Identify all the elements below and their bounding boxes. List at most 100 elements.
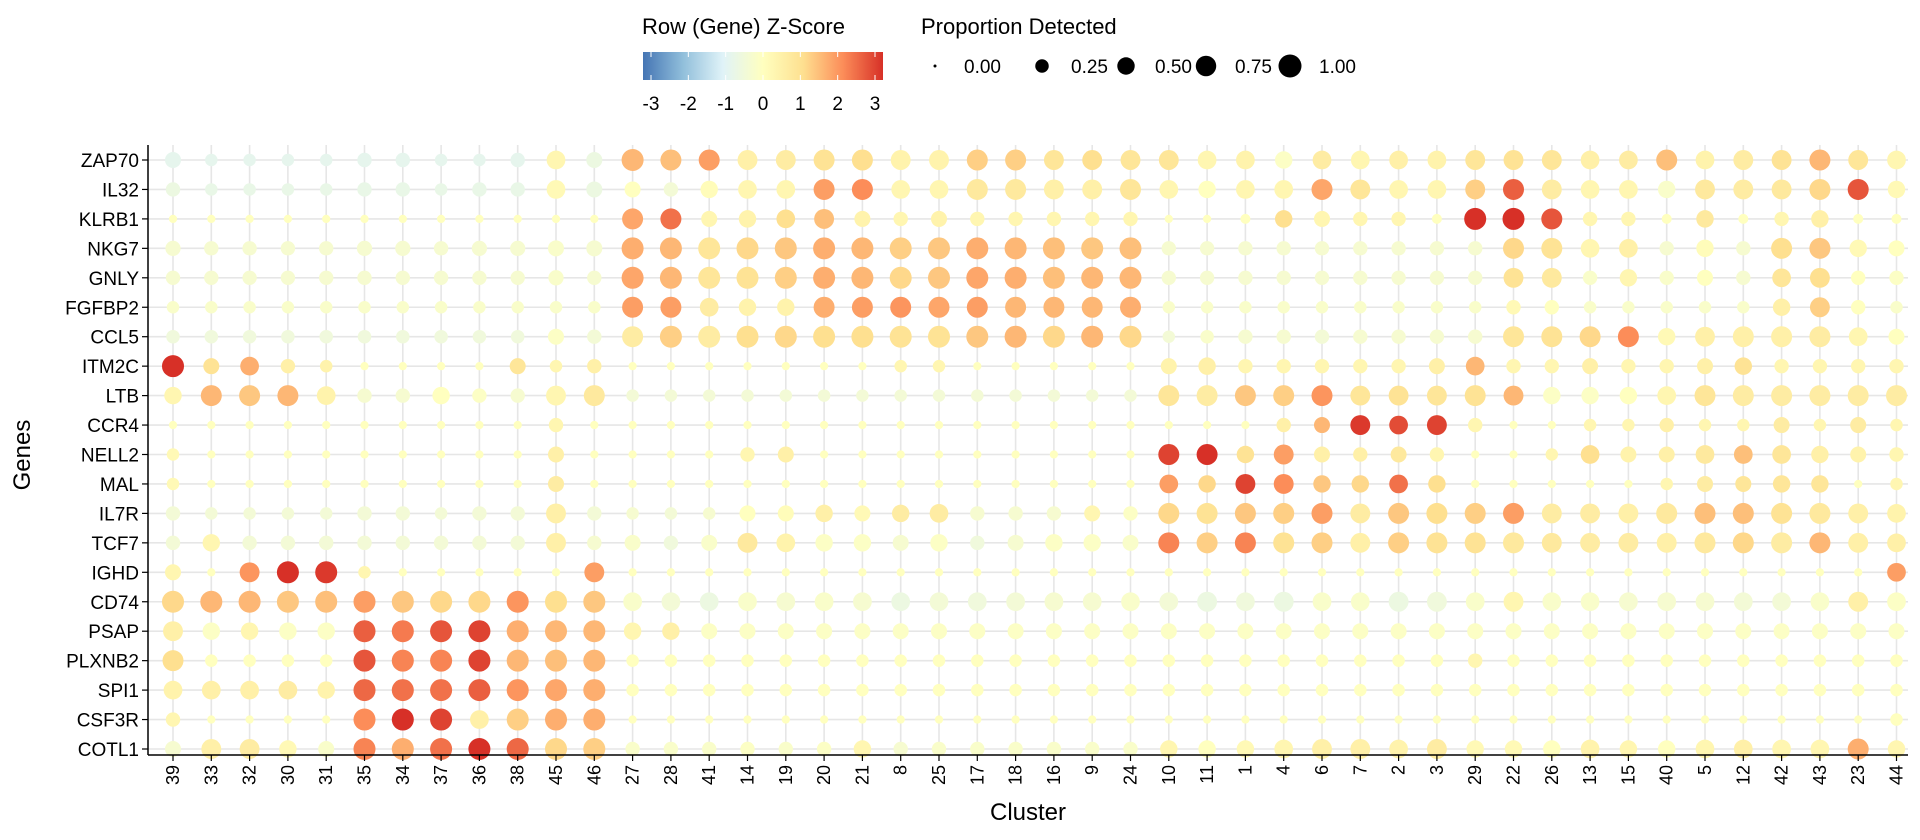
dot-GNLY-cluster-2 <box>1391 270 1406 285</box>
dot-IL32-cluster-33 <box>205 183 218 196</box>
dot-CCL5-cluster-9 <box>1081 325 1104 348</box>
dot-GNLY-cluster-9 <box>1081 266 1104 289</box>
dot-LTB-cluster-2 <box>1388 385 1409 406</box>
dot-CCL5-cluster-17 <box>966 325 989 348</box>
dot-CD74-cluster-3 <box>1426 591 1447 612</box>
dot-ITM2C-cluster-45 <box>549 359 563 373</box>
dot-FGFBP2-cluster-44 <box>1890 301 1903 314</box>
dot-TCF7-cluster-16 <box>1045 534 1063 552</box>
dot-LTB-cluster-17 <box>971 389 984 402</box>
dot-NELL2-cluster-7 <box>1353 447 1368 462</box>
dot-ZAP70-cluster-6 <box>1312 150 1332 170</box>
x-tick-labels: 39 33 32 30 31 35 34 37 36 38 45 46 27 28 41 14 19 20 21 8 2… <box>163 755 1907 785</box>
dot-PLXNB2-cluster-43 <box>1813 654 1827 667</box>
dot-KLRB1-cluster-40 <box>1661 213 1672 224</box>
dot-ITM2C-cluster-40 <box>1659 358 1674 374</box>
dot-SPI1-cluster-13 <box>1583 683 1597 697</box>
dot-CCL5-cluster-12 <box>1732 326 1754 348</box>
dot-LTB-cluster-11 <box>1196 385 1218 407</box>
dot-NELL2-cluster-43 <box>1811 445 1829 464</box>
dot-IL7R-cluster-2 <box>1388 502 1410 524</box>
dot-NKG7-cluster-12 <box>1736 241 1751 256</box>
dot-PLXNB2-cluster-5 <box>1698 654 1712 667</box>
dot-IGHD-cluster-35 <box>358 566 371 579</box>
dot-GNLY-cluster-41 <box>698 266 721 289</box>
dot-IL32-cluster-13 <box>1580 180 1600 199</box>
dot-NKG7-cluster-1 <box>1238 241 1253 256</box>
dot-IGHD-cluster-39 <box>164 564 182 581</box>
dot-IL32-cluster-7 <box>1350 179 1371 200</box>
dot-FGFBP2-cluster-19 <box>777 298 795 316</box>
dot-FGFBP2-cluster-28 <box>660 296 682 318</box>
dot-CCR4-cluster-2 <box>1389 415 1408 435</box>
dot-ITM2C-cluster-9 <box>1088 362 1097 371</box>
y-tick-label: IGHD <box>92 563 140 584</box>
dot-LTB-cluster-19 <box>779 389 793 402</box>
dot-KLRB1-cluster-46 <box>590 214 599 224</box>
dot-IL7R-cluster-25 <box>929 504 949 523</box>
dot-ITM2C-cluster-46 <box>587 358 602 374</box>
dot-CSF3R-cluster-38 <box>506 708 529 731</box>
x-tick-label: 34 <box>393 765 413 785</box>
dot-FGFBP2-cluster-1 <box>1239 301 1252 314</box>
dot-FGFBP2-cluster-43 <box>1809 297 1830 318</box>
dot-GNLY-cluster-30 <box>280 270 296 285</box>
dot-IL32-cluster-15 <box>1619 180 1638 199</box>
dot-SPI1-cluster-5 <box>1698 683 1712 697</box>
dot-NELL2-cluster-10 <box>1158 444 1180 465</box>
dot-PLXNB2-cluster-40 <box>1660 654 1673 667</box>
dot-PLXNB2-cluster-3 <box>1430 654 1444 667</box>
dot-KLRB1-cluster-19 <box>776 209 796 229</box>
dot-CSF3R-cluster-7 <box>1356 715 1365 724</box>
dot-LTB-cluster-8 <box>894 389 907 402</box>
dot-KLRB1-cluster-11 <box>1202 214 1212 224</box>
dot-CCR4-cluster-45 <box>548 417 564 433</box>
dot-KLRB1-cluster-4 <box>1274 210 1293 228</box>
dot-KLRB1-cluster-15 <box>1621 211 1636 227</box>
dot-KLRB1-cluster-30 <box>283 214 293 224</box>
dot-NKG7-cluster-24 <box>1119 237 1142 260</box>
x-tick-label: 12 <box>1733 765 1753 785</box>
dot-PSAP-cluster-15 <box>1620 623 1637 640</box>
color-legend-tick-label: 2 <box>832 94 843 115</box>
dot-CCL5-cluster-25 <box>927 325 951 348</box>
dot-PLXNB2-cluster-29 <box>1468 653 1483 668</box>
dot-MAL-cluster-27 <box>628 479 637 489</box>
dot-IGHD-cluster-17 <box>973 568 982 577</box>
dot-IL32-cluster-12 <box>1733 179 1754 200</box>
dot-IGHD-cluster-7 <box>1356 568 1365 577</box>
color-legend-tick-label: 0 <box>758 94 769 115</box>
dot-PLXNB2-cluster-23 <box>1851 654 1865 667</box>
dot-IL7R-cluster-44 <box>1887 504 1906 523</box>
dot-ZAP70-cluster-39 <box>164 151 182 169</box>
dot-SPI1-cluster-10 <box>1162 683 1176 697</box>
dot-SPI1-cluster-8 <box>894 683 907 697</box>
dot-PSAP-cluster-5 <box>1696 623 1714 640</box>
dot-COTL1-cluster-42 <box>1772 739 1791 759</box>
dot-KLRB1-cluster-23 <box>1853 213 1864 224</box>
dot-CD74-cluster-17 <box>967 592 987 612</box>
dot-CCL5-cluster-2 <box>1391 329 1406 344</box>
dot-CSF3R-cluster-14 <box>743 715 752 724</box>
dot-PSAP-cluster-45 <box>544 620 568 643</box>
x-tick-label: 17 <box>967 765 987 785</box>
dot-MAL-cluster-29 <box>1471 479 1480 489</box>
dot-ZAP70-cluster-32 <box>243 153 256 167</box>
color-legend-tick-label: -3 <box>643 94 660 115</box>
dot-CSF3R-cluster-16 <box>1049 715 1059 724</box>
dot-IGHD-cluster-6 <box>1317 568 1327 577</box>
dot-IL7R-cluster-16 <box>1046 506 1062 521</box>
dot-NELL2-cluster-20 <box>819 450 829 459</box>
dot-SPI1-cluster-28 <box>664 683 678 697</box>
dot-KLRB1-cluster-31 <box>322 214 331 224</box>
dot-CSF3R-cluster-23 <box>1854 715 1863 724</box>
dot-LTB-cluster-40 <box>1657 386 1677 405</box>
dot-PLXNB2-cluster-44 <box>1890 654 1903 667</box>
dot-KLRB1-cluster-9 <box>1085 211 1100 227</box>
dot-COTL1-cluster-30 <box>279 740 297 758</box>
dot-PSAP-cluster-20 <box>816 623 833 640</box>
dot-NKG7-cluster-11 <box>1199 241 1215 256</box>
dot-CCL5-cluster-42 <box>1771 326 1793 348</box>
dot-MAL-cluster-17 <box>973 479 982 489</box>
dot-KLRB1-cluster-42 <box>1774 211 1789 227</box>
